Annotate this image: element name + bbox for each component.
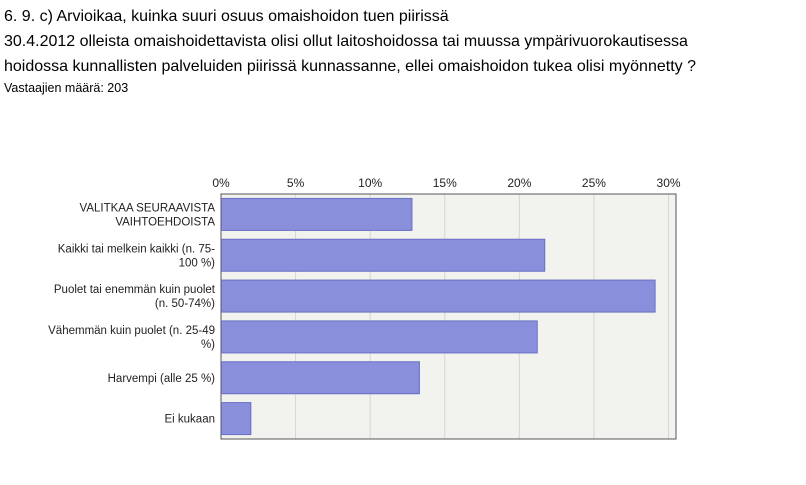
category-label: Kaikki tai melkein kaikki (n. 75-100 %) (58, 243, 215, 269)
x-tick-label: 30% (657, 176, 681, 190)
x-tick-label: 25% (582, 176, 606, 190)
category-label: Ei kukaan (164, 414, 215, 426)
question-title-line-1: 6. 9. c) Arvioikaa, kuinka suuri osuus o… (4, 8, 449, 25)
question-header: 6. 9. c) Arvioikaa, kuinka suuri osuus o… (4, 4, 802, 96)
bar (221, 279, 656, 313)
x-tick-label: 10% (358, 176, 382, 190)
x-tick-label: 15% (433, 176, 457, 190)
category-label: Puolet tai enemmän kuin puolet (n. 50-74%… (54, 284, 216, 310)
bar (221, 402, 252, 436)
x-tick-label: 20% (507, 176, 531, 190)
question-title-line-2: 30.4.2012 olleista omaishoidettavista ol… (4, 33, 688, 50)
bar (221, 238, 546, 272)
bar (221, 197, 413, 231)
plot-border (220, 193, 677, 440)
question-title-line-3: hoidossa kunnallisten palveluiden piiris… (4, 58, 696, 75)
plot-area (221, 194, 676, 439)
bar (221, 361, 420, 395)
bar (221, 320, 538, 354)
category-label: Vähemmän kuin puolet (n. 25-49%) (48, 325, 215, 351)
x-tick-label: 0% (212, 176, 230, 190)
category-label: Harvempi (alle 25 %) (108, 373, 216, 385)
x-tick-label: 5% (287, 176, 305, 190)
category-label: VALITKAA SEURAAVISTA VAIHTOEHDOISTA (80, 202, 216, 228)
respondent-count: Vastaajien määrä: 203 (4, 81, 129, 95)
